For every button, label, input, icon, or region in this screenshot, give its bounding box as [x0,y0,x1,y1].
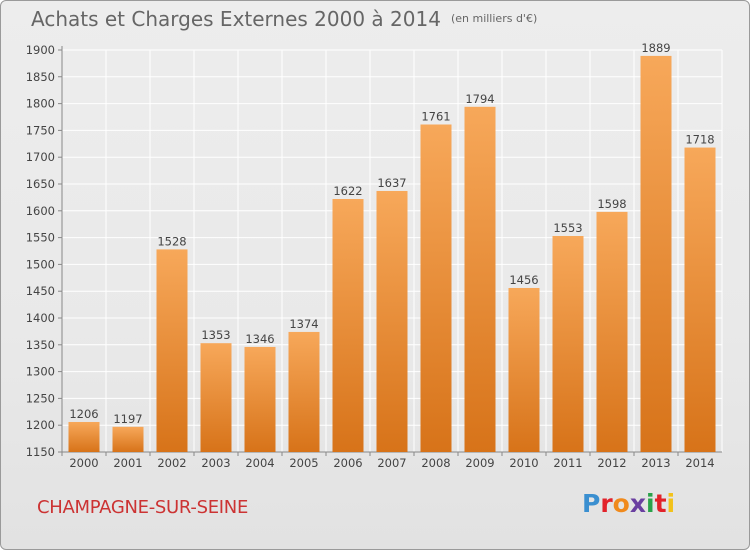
logo-letter: i [666,489,676,518]
x-tick-label: 2009 [465,456,494,470]
value-label: 1353 [201,328,230,342]
y-tick-label: 1350 [26,338,55,352]
proxiti-logo: Proxiti [582,489,675,518]
logo-letter: P [582,489,601,518]
value-label: 1637 [377,176,406,190]
y-tick-label: 1750 [26,123,55,137]
bar-2013 [640,55,672,453]
y-tick-label: 1800 [26,97,55,111]
y-tick-label: 1500 [26,257,55,271]
value-label: 1374 [289,317,318,331]
bar-2014 [684,147,716,452]
chart-title-text: Achats et Charges Externes 2000 à 2014 [31,7,441,31]
x-tick-label: 2000 [69,456,98,470]
bar-2005 [288,331,320,452]
y-tick-label: 1200 [26,418,55,432]
logo-letter: r [600,489,613,518]
bar-2011 [552,235,584,452]
x-tick-label: 2011 [553,456,582,470]
value-label: 1718 [685,133,714,147]
x-tick-label: 2002 [157,456,186,470]
data-labels: 1206 1197 1528 1353 1346 1374 1622 1637 1761 1794… [69,41,714,426]
bar-2009 [464,106,496,452]
x-tick-label: 2007 [377,456,406,470]
x-tick-label: 2013 [641,456,670,470]
logo-letter: o [612,489,630,518]
y-tick-label: 1300 [26,365,55,379]
logo-letter: x [629,489,646,518]
value-label: 1794 [465,92,494,106]
city-name: CHAMPAGNE-SUR-SEINE [37,497,249,518]
axes: 1150 1200 1250 1300 1350 1400 1450 1500 1550 1600… [26,43,722,470]
x-tick-label: 2003 [201,456,230,470]
y-tick-label: 1400 [26,311,55,325]
x-tick-label: 2012 [597,456,626,470]
y-tick-label: 1700 [26,150,55,164]
x-tick-label: 2006 [333,456,362,470]
value-label: 1206 [69,407,98,421]
value-label: 1456 [509,273,538,287]
y-tick-label: 1600 [26,204,55,218]
bar-2010 [508,287,540,452]
y-tick-label: 1900 [26,43,55,57]
y-tick-label: 1550 [26,231,55,245]
value-label: 1598 [597,197,626,211]
y-tick-label: 1650 [26,177,55,191]
logo-letter: i [646,489,655,518]
bar-2002 [156,249,188,452]
chart-title: Achats et Charges Externes 2000 à 2014 (e… [31,7,537,31]
y-tick-label: 1850 [26,70,55,84]
bar-2008 [420,124,452,452]
x-tick-label: 2001 [113,456,142,470]
logo-letter: t [654,489,667,518]
y-tick-label: 1250 [26,391,55,405]
bar-2001 [112,426,144,452]
x-tick-label: 2005 [289,456,318,470]
x-tick-label: 2010 [509,456,538,470]
y-tick-label: 1450 [26,284,55,298]
bar-2004 [244,346,276,452]
bar-2003 [200,343,232,452]
x-tick-label: 2004 [245,456,274,470]
value-label: 1346 [245,332,274,346]
bars [68,55,716,453]
x-tick-label: 2014 [685,456,714,470]
value-label: 1197 [113,412,142,426]
bar-2006 [332,199,364,452]
bar-2000 [68,421,100,452]
value-label: 1889 [641,41,670,55]
y-tick-label: 1150 [26,445,55,459]
value-label: 1553 [553,221,582,235]
bar-2012 [596,211,628,452]
value-label: 1622 [333,184,362,198]
chart-subtitle: (en milliers d'€) [450,12,538,25]
value-label: 1528 [157,234,186,248]
bar-2007 [376,190,408,452]
x-tick-label: 2008 [421,456,450,470]
value-label: 1761 [421,110,450,124]
